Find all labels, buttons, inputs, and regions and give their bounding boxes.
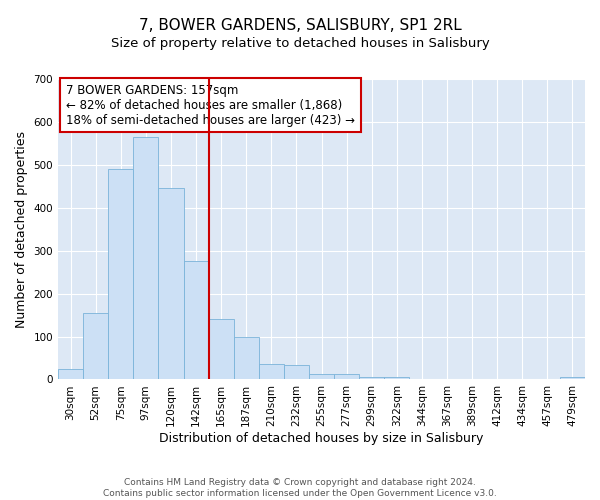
Bar	[108, 169, 133, 380]
Bar	[233, 338, 259, 380]
Bar	[384, 378, 409, 380]
Bar	[259, 364, 284, 380]
Text: Size of property relative to detached houses in Salisbury: Size of property relative to detached ho…	[110, 38, 490, 51]
Bar	[359, 378, 384, 380]
X-axis label: Distribution of detached houses by size in Salisbury: Distribution of detached houses by size …	[160, 432, 484, 445]
Bar	[184, 262, 209, 380]
Text: Contains HM Land Registry data © Crown copyright and database right 2024.
Contai: Contains HM Land Registry data © Crown c…	[103, 478, 497, 498]
Text: 7 BOWER GARDENS: 157sqm
← 82% of detached houses are smaller (1,868)
18% of semi: 7 BOWER GARDENS: 157sqm ← 82% of detache…	[66, 84, 355, 126]
Bar	[83, 313, 108, 380]
Bar	[158, 188, 184, 380]
Bar	[309, 374, 334, 380]
Text: 7, BOWER GARDENS, SALISBURY, SP1 2RL: 7, BOWER GARDENS, SALISBURY, SP1 2RL	[139, 18, 461, 32]
Bar	[209, 320, 233, 380]
Y-axis label: Number of detached properties: Number of detached properties	[15, 130, 28, 328]
Bar	[334, 374, 359, 380]
Bar	[58, 368, 83, 380]
Bar	[133, 137, 158, 380]
Bar	[284, 366, 309, 380]
Bar	[560, 378, 585, 380]
